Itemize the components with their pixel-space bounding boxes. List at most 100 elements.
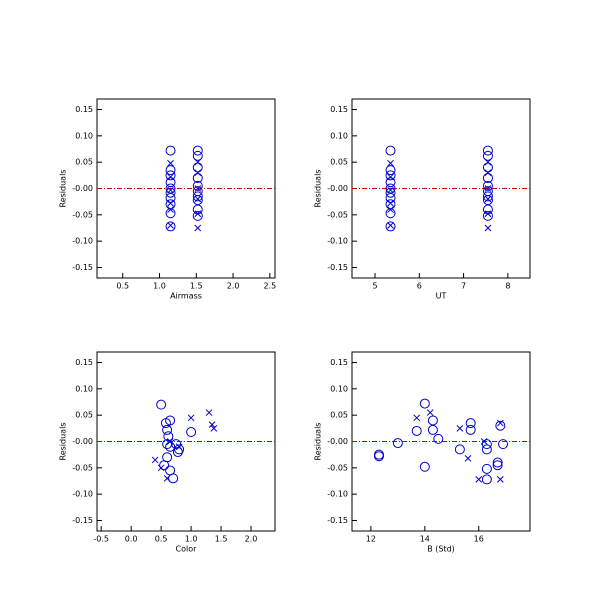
x-point (387, 173, 394, 181)
x-tick-label: 7 (461, 282, 466, 291)
x-axis-label: Color (176, 545, 198, 554)
x-tick-label: 1.5 (215, 535, 228, 544)
x-axis-label: Airmass (170, 292, 202, 301)
y-tick-label: 0.05 (330, 158, 348, 167)
circle-point (482, 172, 493, 183)
y-axis-label: Residuals (59, 423, 68, 461)
circle-point (481, 463, 492, 474)
x-tick-label: 2.5 (263, 282, 276, 291)
subplot: -0.15 -0.10 -0.05 -0.00 0.05 0.10 0.15 5 6 7 8 UT Re… (314, 98, 531, 301)
x-point (456, 424, 464, 432)
circle-point (454, 444, 465, 455)
circle-point (165, 177, 176, 188)
x-tick-label: 2.0 (245, 535, 258, 544)
x-point (484, 169, 492, 177)
circle-point (492, 457, 503, 468)
y-tick-label: -0.15 (327, 263, 348, 272)
x-point (187, 414, 195, 422)
x-point (464, 454, 472, 462)
circle-point (481, 439, 492, 450)
x-point (163, 474, 171, 482)
circle-point (165, 208, 176, 219)
x-point (484, 185, 492, 192)
x-point (210, 424, 218, 432)
x-tick-label: 16 (474, 535, 484, 544)
y-tick-label: -0.05 (72, 463, 93, 472)
x-point (484, 224, 492, 232)
circle-point (482, 210, 493, 221)
x-point (151, 456, 159, 464)
circle-point (165, 441, 176, 452)
x-point (194, 210, 202, 218)
x-tick-label: 0.5 (116, 282, 129, 291)
x-tick-label: 0.0 (125, 535, 138, 544)
circle-point (385, 165, 396, 176)
circle-point (165, 199, 176, 210)
circle-point (419, 398, 430, 409)
circle-point (482, 145, 493, 156)
x-point (157, 464, 165, 472)
x-point (484, 195, 492, 203)
circle-point (165, 221, 176, 232)
circle-point (162, 424, 173, 435)
x-point (387, 186, 394, 194)
x-point (387, 221, 394, 229)
x-axis-label: UT (436, 292, 447, 301)
circle-point (385, 187, 396, 198)
y-tick-label: -0.05 (327, 210, 348, 219)
circle-point (427, 424, 438, 435)
circle-point (392, 438, 403, 449)
x-tick-label: 1.0 (185, 535, 198, 544)
y-tick-label: -0.05 (72, 210, 93, 219)
circle-point (385, 221, 396, 232)
circle-point (165, 165, 176, 176)
x-point (387, 199, 394, 207)
x-point (167, 159, 174, 167)
y-tick-label: -0.15 (72, 516, 93, 525)
y-axis-label: Residuals (314, 423, 323, 461)
circle-point (171, 439, 182, 450)
circle-point (498, 439, 509, 450)
x-tick-label: 1.0 (153, 282, 166, 291)
circle-point (492, 460, 503, 471)
y-tick-label: 0.15 (330, 358, 348, 367)
x-point (413, 414, 421, 422)
y-tick-label: -0.10 (327, 490, 348, 499)
circle-point (159, 460, 170, 471)
circle-point (482, 162, 493, 173)
circle-point (192, 172, 203, 183)
x-point (167, 186, 174, 194)
subplot: -0.15 -0.10 -0.05 -0.00 0.05 0.10 0.15 0.5 1.0 1.… (59, 98, 276, 301)
x-point (167, 206, 174, 213)
y-tick-label: 0.15 (75, 358, 93, 367)
y-tick-label: -0.00 (72, 437, 93, 446)
circle-point (163, 431, 174, 442)
circle-point (192, 145, 203, 156)
x-point (475, 476, 483, 483)
circle-point (156, 399, 167, 410)
x-point (205, 409, 213, 416)
circle-point (192, 210, 203, 221)
circle-point (174, 444, 185, 455)
circle-point (465, 424, 476, 435)
x-tick-label: 2.0 (227, 282, 240, 291)
y-tick-label: -0.15 (327, 516, 348, 525)
x-tick-label: 5 (372, 282, 377, 291)
x-point (208, 421, 216, 429)
y-axis-label: Residuals (59, 170, 68, 208)
y-tick-label: 0.15 (75, 105, 93, 114)
y-tick-label: -0.00 (327, 437, 348, 446)
y-axis-label: Residuals (314, 170, 323, 208)
circle-point (192, 162, 203, 173)
x-point (387, 159, 394, 167)
circle-point (482, 180, 493, 191)
circle-point (482, 150, 493, 161)
x-point (175, 443, 183, 451)
x-point (194, 169, 202, 177)
x-point (167, 199, 174, 207)
circle-point (192, 191, 203, 202)
y-tick-label: 0.05 (75, 411, 93, 420)
x-point (426, 409, 434, 416)
y-tick-label: -0.10 (327, 237, 348, 246)
